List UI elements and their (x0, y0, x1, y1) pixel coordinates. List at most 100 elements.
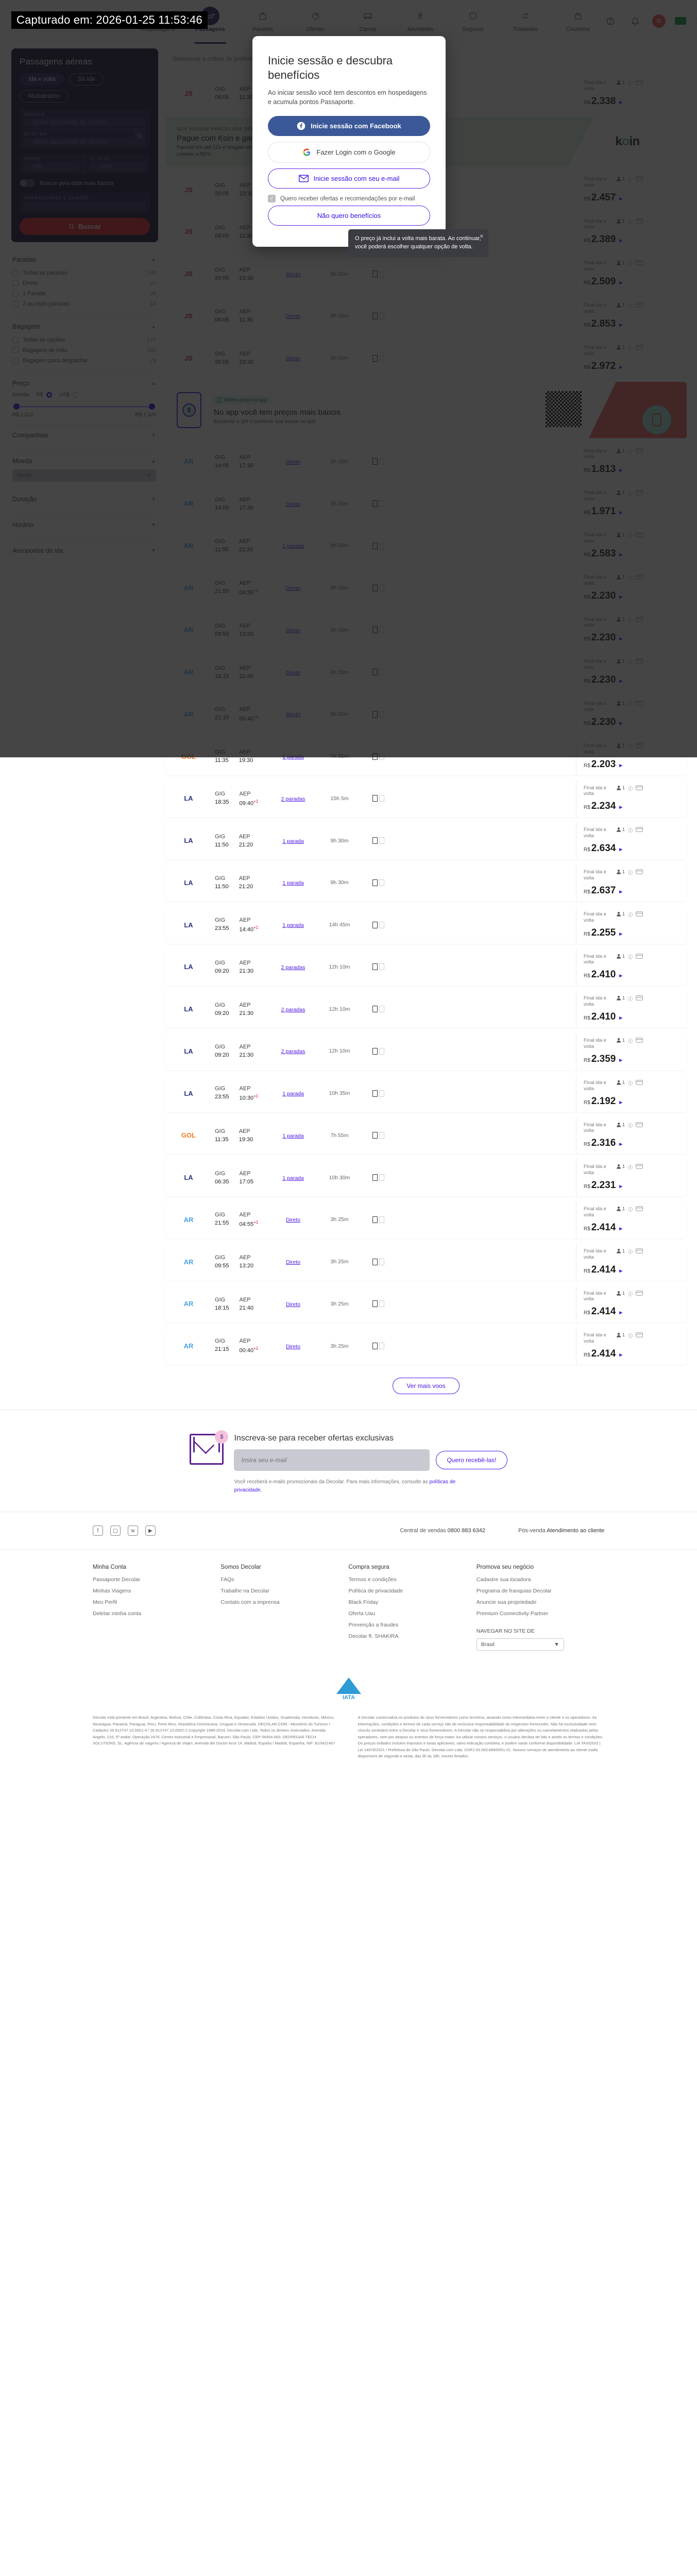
stops-link[interactable]: Direto (285, 1301, 300, 1308)
stops-link[interactable]: Direto (285, 585, 300, 592)
flight-stops[interactable]: Direto (267, 457, 319, 466)
filter-header-duracao[interactable]: Duração ▼ (12, 496, 156, 503)
currency-radio-brl[interactable] (46, 392, 52, 398)
checkbox[interactable] (12, 301, 19, 307)
facebook-icon[interactable]: f (93, 1526, 103, 1536)
nav-item-4[interactable]: Carros (343, 7, 393, 36)
brazil-flag-icon[interactable] (675, 17, 686, 25)
swap-icon[interactable] (133, 130, 146, 142)
passengers-value[interactable] (24, 202, 145, 210)
flight-card[interactable]: LA GIG 06:35 AEP 17:05 1 parada 10h 30m Final i… (165, 1159, 687, 1196)
nav-item-3[interactable]: Ofertas (291, 7, 340, 36)
flight-card[interactable]: GOL GIG 11:35 AEP 19:30 1 parada 7h 55m Final i… (165, 737, 687, 775)
price-range-slider[interactable] (13, 403, 155, 410)
stops-link[interactable]: Direto (285, 355, 300, 362)
flight-card[interactable]: AR GIG 18:15 AEP 21:40 Direto 3h 25m Final ida … (165, 653, 687, 691)
flight-stops[interactable]: Direto (267, 625, 319, 635)
stops-link[interactable]: Direto (285, 459, 300, 465)
stops-link[interactable]: Direto (285, 271, 300, 278)
flight-stops[interactable]: Direto (267, 668, 319, 677)
flight-stops[interactable]: 1 parada (267, 836, 319, 845)
stops-link[interactable]: Direto (285, 501, 300, 507)
footer-link[interactable]: Passaporte Decolar (93, 1577, 141, 1583)
nav-item-6[interactable]: Seguros (448, 7, 498, 36)
filter-header-paradas[interactable]: Paradas ▲ (12, 256, 156, 263)
stops-link[interactable]: 2 paradas (281, 1006, 305, 1013)
chevron-down-icon[interactable]: ▼ (151, 432, 156, 438)
passengers-field[interactable]: PASSAGEIROS E CLASSE (20, 193, 150, 213)
footer-link[interactable]: Minhas Viagens (93, 1588, 131, 1594)
filter-option-todas-opcoes[interactable]: Todas as opções 177 (12, 335, 156, 345)
trip-type-roundtrip[interactable]: Ida e volta (20, 73, 65, 86)
nav-item-8[interactable]: Cruzeiros (553, 7, 603, 36)
newsletter-submit-button[interactable]: Quero recebê-las! (436, 1451, 507, 1469)
flight-stops[interactable]: 1 parada (267, 920, 319, 929)
flight-stops[interactable]: 1 parada (267, 541, 319, 550)
chevron-up-icon[interactable]: ▲ (151, 324, 156, 330)
filter-option-bagagem-despachar[interactable]: Bagagem para despachar 75 (12, 355, 156, 366)
flight-stops[interactable]: 2 paradas (267, 1005, 319, 1014)
trip-type-oneway[interactable]: Só ida (69, 73, 104, 86)
flight-stops[interactable]: Direto (267, 583, 319, 592)
facebook-login-button[interactable]: Inicie sessão com Facebook (268, 116, 430, 137)
chevron-up-icon[interactable]: ▲ (151, 257, 156, 263)
nav-item-7[interactable]: Traslados (501, 7, 550, 36)
cheapest-date-toggle[interactable]: Buscar pela data mais barata (20, 179, 150, 187)
filter-header-preco[interactable]: Preço ▲ (12, 380, 156, 387)
footer-link[interactable]: Programa de franquias Decolar (476, 1588, 552, 1594)
return-date-field[interactable]: 17 DIAS Volta (84, 154, 150, 174)
flight-card[interactable]: AR GIG 18:15 AEP 21:40 Direto 3h 25m Final ida … (165, 1285, 687, 1323)
footer-link[interactable]: Oferta Uau (348, 1611, 375, 1617)
flight-stops[interactable]: Direto (267, 269, 319, 279)
footer-link[interactable]: Contato com a imprensa (220, 1599, 280, 1605)
flight-card[interactable]: AR GIG 09:55 AEP 13:20 Direto 3h 25m Final ida … (165, 1243, 687, 1281)
stops-link[interactable]: Direto (285, 1217, 300, 1224)
flight-card[interactable]: LA GIG 23:55 AEP 10:30+1 1 parada 10h 35m Final… (165, 1074, 687, 1112)
filter-option-bagagem-mao[interactable]: Bagagem de mão 102 (12, 345, 156, 355)
flight-stops[interactable]: Direto (267, 499, 319, 509)
flight-card[interactable]: LA GIG 11:50 AEP 21:20 1 parada 9h 30m Final id… (165, 822, 687, 859)
see-more-flights-button[interactable]: Ver mais voos (393, 1378, 460, 1394)
stops-link[interactable]: 2 paradas (281, 795, 305, 802)
stops-link[interactable]: 1 parada (282, 1175, 304, 1181)
stops-link[interactable]: 1 parada (282, 543, 304, 550)
marketing-opt-in[interactable]: ✓ Quero receber ofertas e recomendações … (268, 195, 430, 203)
stops-link[interactable]: Direto (285, 669, 300, 676)
slider-knob-min[interactable] (13, 403, 20, 410)
stops-link[interactable]: Direto (285, 1259, 300, 1266)
filter-option-direto[interactable]: Direto 27 (12, 278, 156, 289)
trip-type-multi[interactable]: Multidestino (20, 90, 69, 103)
flight-card[interactable]: AR GIG 14:05 AEP 17:30 Direto 3h 25m Final ida … (165, 443, 687, 481)
footer-link[interactable]: Prevenção a fraudes (348, 1622, 399, 1628)
flight-card[interactable]: LA GIG 09:20 AEP 21:30 2 paradas 12h 10m Final … (165, 1032, 687, 1070)
filter-header-bagagem[interactable]: Bagagem ▲ (12, 323, 156, 330)
filter-option-1-parada[interactable]: 1 Parada 99 (12, 289, 156, 299)
flight-stops[interactable]: Direto (267, 1299, 319, 1309)
stops-link[interactable]: 1 parada (282, 880, 304, 887)
checkbox[interactable] (12, 337, 19, 343)
chevron-down-icon[interactable]: ▼ (151, 522, 156, 528)
instagram-icon[interactable]: ▢ (110, 1526, 121, 1536)
checkbox[interactable] (12, 347, 19, 353)
stops-link[interactable]: Direto (285, 627, 300, 634)
chevron-down-icon[interactable]: ▼ (151, 496, 156, 502)
email-login-button[interactable]: Inicie sessão com seu e-mail (268, 168, 430, 189)
stops-link[interactable]: Direto (285, 313, 300, 320)
flight-stops[interactable]: Direto (267, 709, 319, 719)
flight-card[interactable]: GOL GIG 11:35 AEP 19:30 1 parada 7h 55m Final i… (165, 1116, 687, 1155)
chevron-down-icon[interactable]: ▼ (151, 548, 156, 554)
footer-link[interactable]: Anuncie sua propriedade (476, 1599, 537, 1605)
flight-stops[interactable]: 1 parada (267, 1173, 319, 1182)
google-login-button[interactable]: Fazer Login com o Google (268, 142, 430, 163)
flight-stops[interactable]: 1 parada (267, 1131, 319, 1140)
flight-stops[interactable]: 2 paradas (267, 1046, 319, 1056)
footer-link[interactable]: Premium Connectivity Partner (476, 1611, 549, 1617)
nav-item-2[interactable]: Pacotes (238, 7, 287, 36)
footer-link[interactable]: Termos e condições (348, 1577, 397, 1583)
youtube-icon[interactable]: ▶ (145, 1526, 156, 1536)
flight-card[interactable]: AR GIG 09:55 AEP 13:20 Direto 3h 25m Final ida … (165, 611, 687, 649)
filter-header-aeroportos[interactable]: Aeroportos de ida ▼ (12, 547, 156, 554)
filter-header-moeda[interactable]: Moeda ▲ (12, 457, 156, 465)
